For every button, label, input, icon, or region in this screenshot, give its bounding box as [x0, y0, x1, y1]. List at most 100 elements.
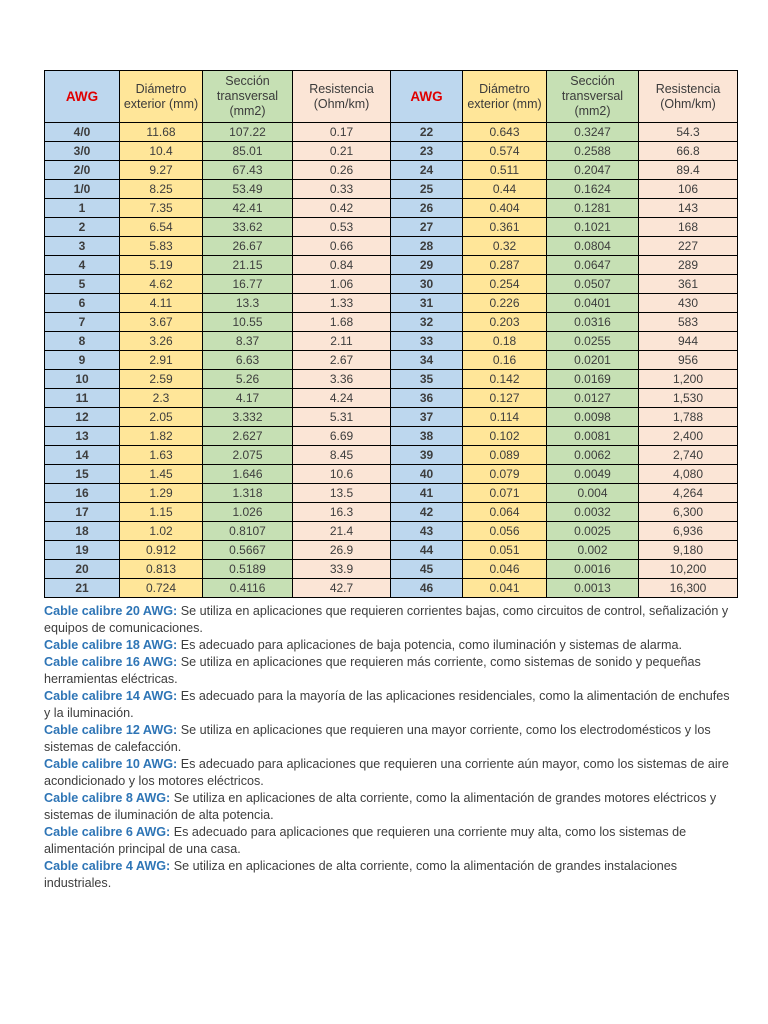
header-diameter: Diámetro exterior (mm) — [462, 70, 547, 123]
resistance-value: 106 — [638, 179, 738, 199]
section-value: 33.62 — [202, 217, 293, 237]
table-row: 1 7.35 42.41 0.42 26 0.404 0.1281 143 — [44, 198, 738, 218]
diameter-value: 0.089 — [462, 445, 547, 465]
header-row: AWG Diámetro exterior (mm) Sección transve… — [44, 70, 738, 123]
resistance-value: 1.68 — [292, 312, 391, 332]
diameter-value: 0.056 — [462, 521, 547, 541]
awg-value: 19 — [44, 540, 120, 560]
awg-value: 46 — [390, 578, 463, 598]
section-value: 0.1624 — [546, 179, 639, 199]
header-awg: AWG — [44, 70, 120, 123]
diameter-value: 1.02 — [119, 521, 203, 541]
awg-value: 40 — [390, 464, 463, 484]
resistance-value: 3.36 — [292, 369, 391, 389]
resistance-value: 4.24 — [292, 388, 391, 408]
resistance-value: 13.5 — [292, 483, 391, 503]
diameter-value: 8.25 — [119, 179, 203, 199]
header-section: Sección transversal (mm2) — [546, 70, 639, 123]
section-value: 5.26 — [202, 369, 293, 389]
section-value: 13.3 — [202, 293, 293, 313]
awg-value: 1 — [44, 198, 120, 218]
awg-value: 2 — [44, 217, 120, 237]
diameter-value: 0.041 — [462, 578, 547, 598]
resistance-value: 1.06 — [292, 274, 391, 294]
section-value: 0.0032 — [546, 502, 639, 522]
resistance-value: 1,530 — [638, 388, 738, 408]
diameter-value: 0.511 — [462, 160, 547, 180]
awg-value: 23 — [390, 141, 463, 161]
note-label: Cable calibre 16 AWG: — [44, 655, 178, 669]
header-awg: AWG — [390, 70, 463, 123]
resistance-value: 0.42 — [292, 198, 391, 218]
resistance-value: 0.66 — [292, 236, 391, 256]
resistance-value: 6,300 — [638, 502, 738, 522]
awg-value: 5 — [44, 274, 120, 294]
resistance-value: 89.4 — [638, 160, 738, 180]
resistance-value: 956 — [638, 350, 738, 370]
resistance-value: 54.3 — [638, 122, 738, 142]
awg-value: 8 — [44, 331, 120, 351]
resistance-value: 0.21 — [292, 141, 391, 161]
resistance-value: 430 — [638, 293, 738, 313]
diameter-value: 0.079 — [462, 464, 547, 484]
section-value: 0.0016 — [546, 559, 639, 579]
resistance-value: 227 — [638, 236, 738, 256]
note-paragraph: Cable calibre 6 AWG: Es adecuado para ap… — [44, 824, 739, 858]
resistance-value: 361 — [638, 274, 738, 294]
section-value: 0.0507 — [546, 274, 639, 294]
resistance-value: 1.33 — [292, 293, 391, 313]
section-value: 67.43 — [202, 160, 293, 180]
resistance-value: 168 — [638, 217, 738, 237]
note-paragraph: Cable calibre 10 AWG: Es adecuado para a… — [44, 756, 739, 790]
note-text: Se utiliza en aplicaciones de alta corri… — [44, 859, 678, 890]
resistance-value: 10,200 — [638, 559, 738, 579]
awg-value: 33 — [390, 331, 463, 351]
section-value: 0.0804 — [546, 236, 639, 256]
awg-value: 20 — [44, 559, 120, 579]
resistance-value: 944 — [638, 331, 738, 351]
section-value: 0.8107 — [202, 521, 293, 541]
note-label: Cable calibre 6 AWG: — [44, 825, 171, 839]
section-value: 0.1281 — [546, 198, 639, 218]
section-value: 0.1021 — [546, 217, 639, 237]
diameter-value: 2.05 — [119, 407, 203, 427]
resistance-value: 16.3 — [292, 502, 391, 522]
note-label: Cable calibre 14 AWG: — [44, 689, 178, 703]
resistance-value: 0.33 — [292, 179, 391, 199]
awg-value: 11 — [44, 388, 120, 408]
section-value: 21.15 — [202, 255, 293, 275]
section-value: 10.55 — [202, 312, 293, 332]
resistance-value: 16,300 — [638, 578, 738, 598]
awg-value: 42 — [390, 502, 463, 522]
table-header: AWG Diámetro exterior (mm) Sección transve… — [44, 70, 738, 123]
awg-value: 3/0 — [44, 141, 120, 161]
diameter-value: 0.912 — [119, 540, 203, 560]
diameter-value: 2.59 — [119, 369, 203, 389]
section-value: 107.22 — [202, 122, 293, 142]
note-text: Es adecuado para aplicaciones que requie… — [44, 757, 729, 788]
diameter-value: 0.127 — [462, 388, 547, 408]
diameter-value: 0.574 — [462, 141, 547, 161]
awg-value: 38 — [390, 426, 463, 446]
resistance-value: 42.7 — [292, 578, 391, 598]
section-value: 0.0255 — [546, 331, 639, 351]
section-value: 53.49 — [202, 179, 293, 199]
resistance-value: 26.9 — [292, 540, 391, 560]
table-row: 14 1.63 2.075 8.45 39 0.089 0.0062 2,740 — [44, 445, 738, 465]
header-resistance: Resistencia (Ohm/km) — [638, 70, 738, 123]
table-row: 19 0.912 0.5667 26.9 44 0.051 0.002 9,180 — [44, 540, 738, 560]
diameter-value: 0.102 — [462, 426, 547, 446]
diameter-value: 0.051 — [462, 540, 547, 560]
awg-value: 3 — [44, 236, 120, 256]
diameter-value: 10.4 — [119, 141, 203, 161]
table-row: 10 2.59 5.26 3.36 35 0.142 0.0169 1,200 — [44, 369, 738, 389]
note-label: Cable calibre 20 AWG: — [44, 604, 178, 618]
diameter-value: 0.064 — [462, 502, 547, 522]
awg-value: 21 — [44, 578, 120, 598]
resistance-value: 6.69 — [292, 426, 391, 446]
diameter-value: 2.91 — [119, 350, 203, 370]
section-value: 0.0081 — [546, 426, 639, 446]
awg-value: 7 — [44, 312, 120, 332]
awg-value: 1/0 — [44, 179, 120, 199]
note-text: Se utiliza en aplicaciones que requieren… — [44, 655, 701, 686]
